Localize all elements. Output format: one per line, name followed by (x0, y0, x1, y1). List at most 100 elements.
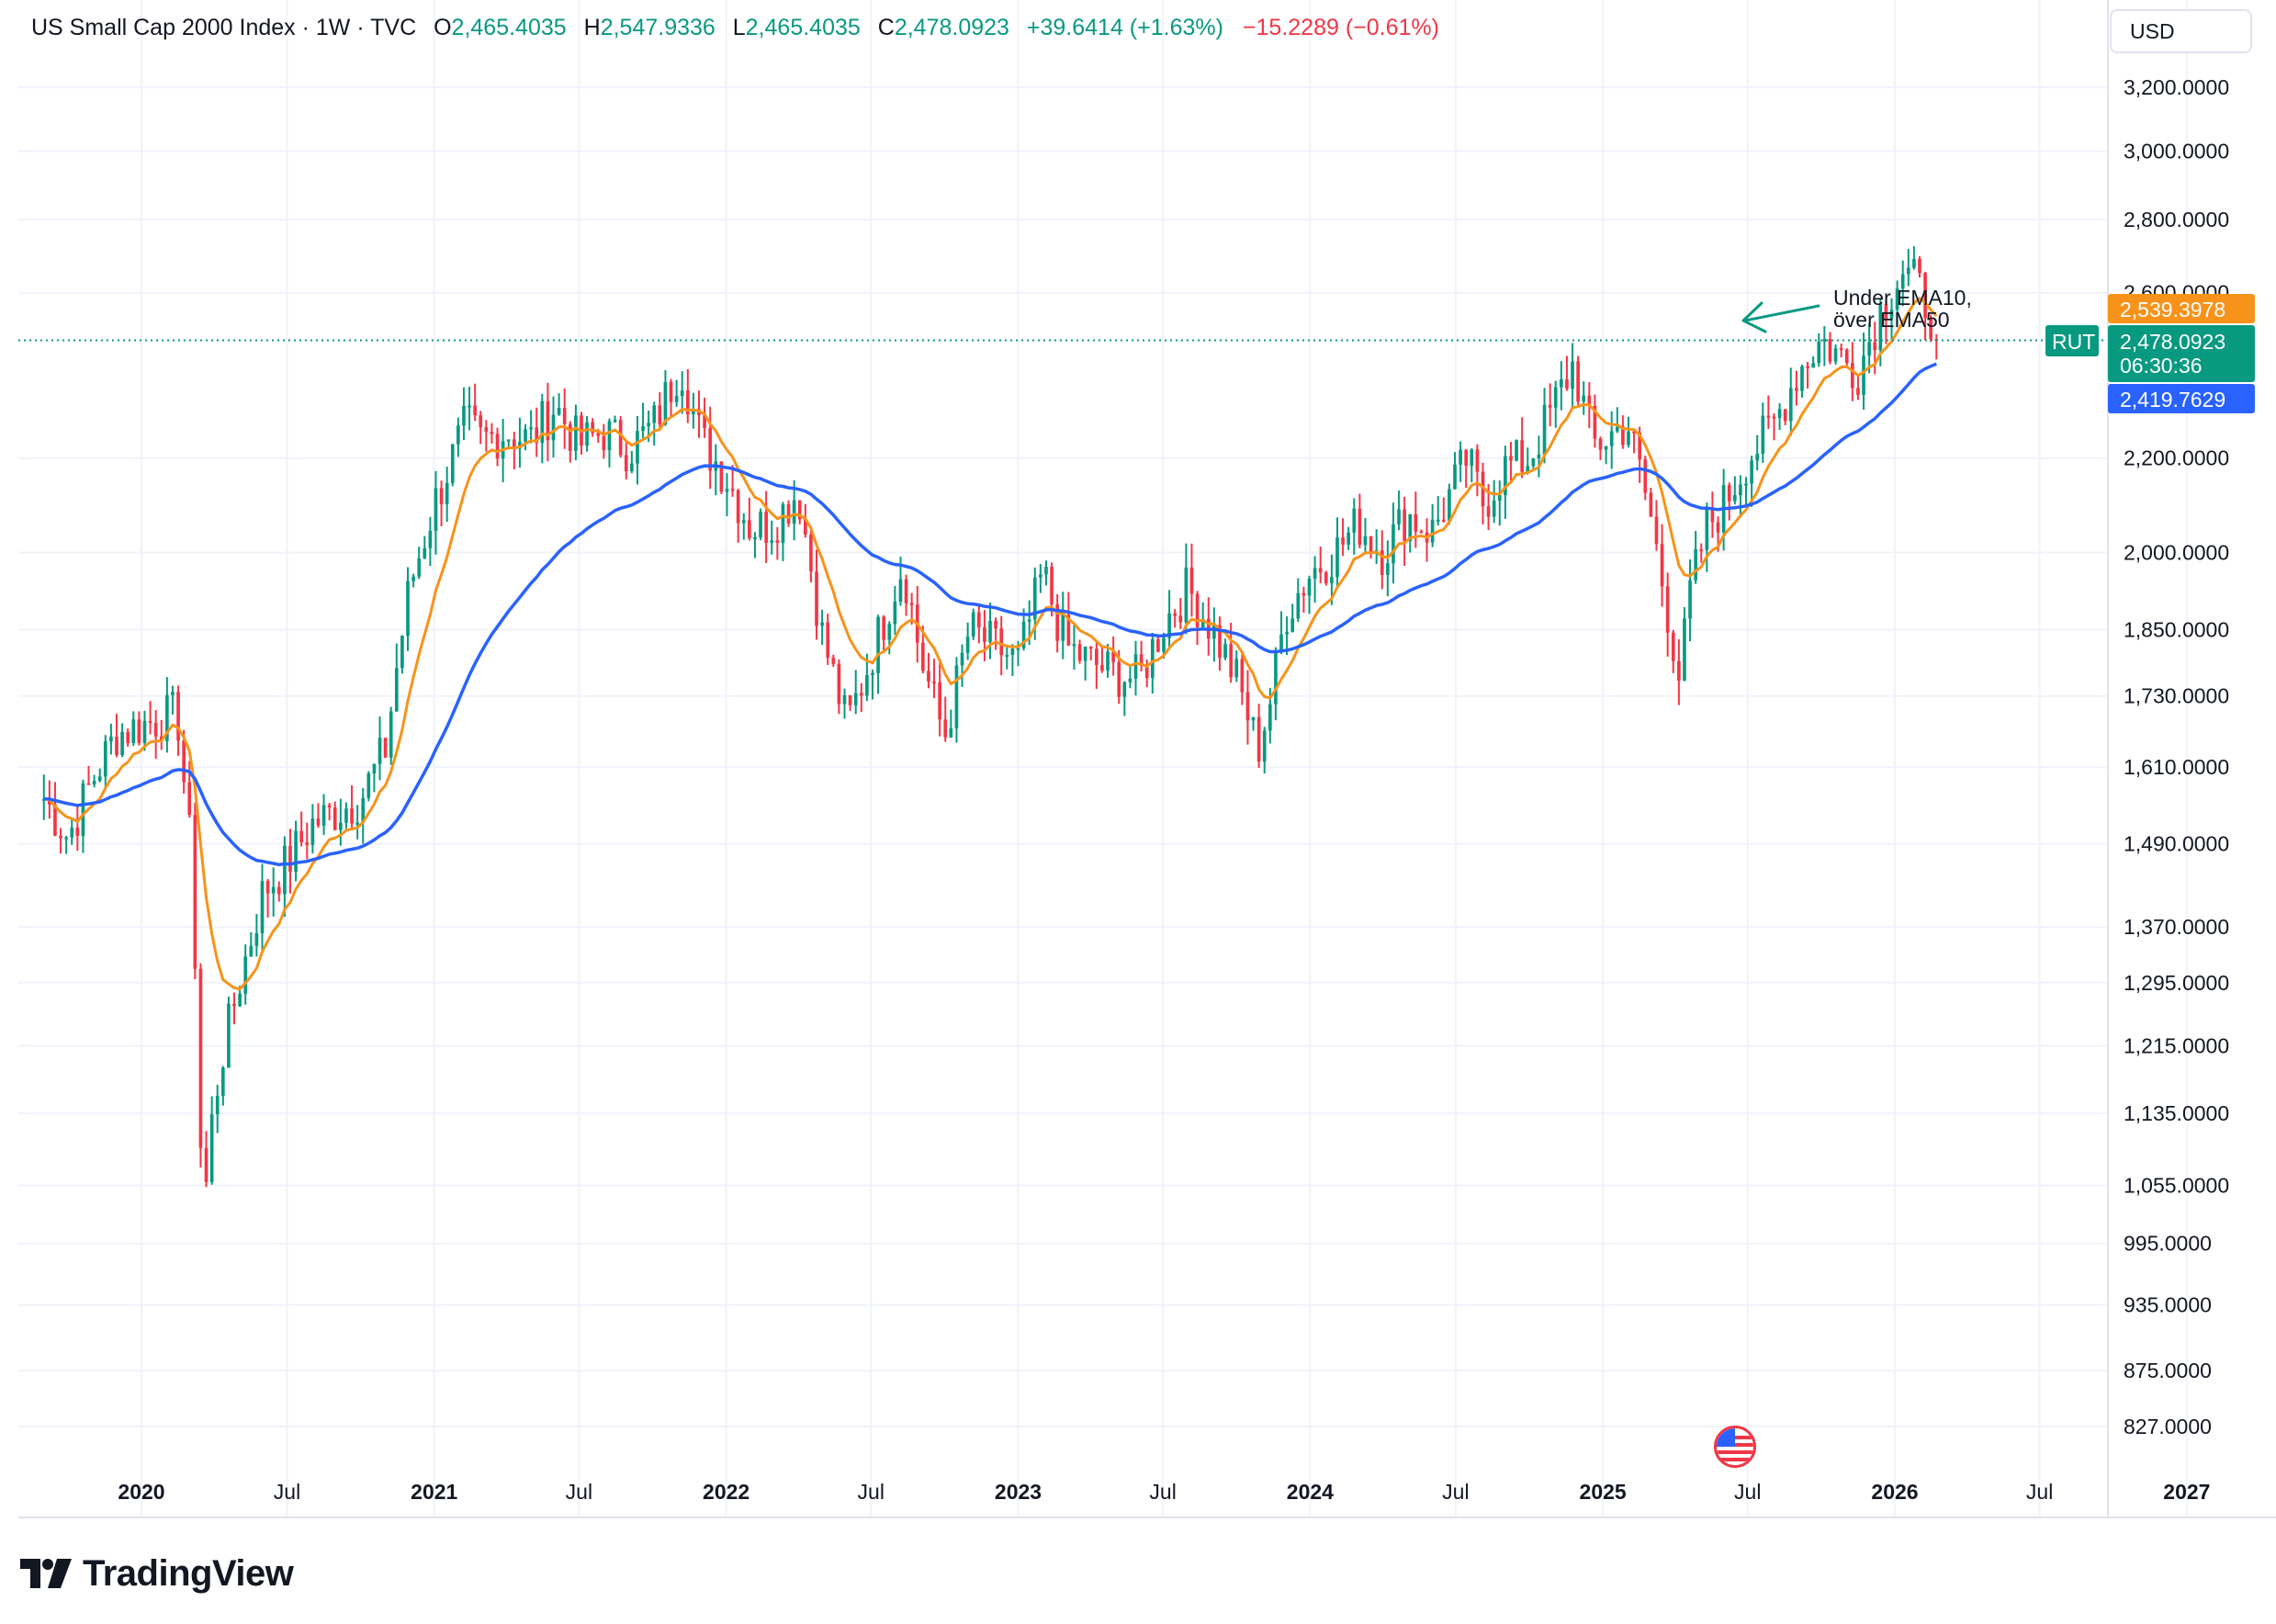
candle-body (1593, 405, 1597, 439)
candle-body (1795, 388, 1798, 391)
candle-body (1520, 440, 1524, 472)
candle-body (680, 390, 684, 397)
candle-body (165, 694, 169, 741)
candle-body (1710, 509, 1715, 523)
candle-body (1386, 563, 1390, 575)
candle-body (983, 626, 986, 642)
candle-body (1240, 659, 1245, 693)
candle-body (529, 427, 533, 430)
candle-body (81, 783, 85, 837)
candle-body (524, 429, 527, 442)
candle-body (495, 434, 500, 459)
candle-body (316, 818, 321, 826)
candle-body (960, 652, 964, 666)
candle-body (1817, 342, 1821, 364)
candle-body (797, 500, 802, 520)
candle-body (1459, 449, 1462, 465)
annotation[interactable]: Under EMA10, över EMA50 (1741, 286, 1972, 333)
candle-body (75, 827, 80, 837)
candle-body (826, 622, 830, 659)
y-tick-label: 1,135.0000 (2124, 1101, 2229, 1125)
candle-body (535, 427, 539, 444)
candle-body (126, 731, 130, 743)
candle-body (1542, 404, 1547, 455)
symbol-title[interactable]: US Small Cap 2000 Index · 1W · TVC (31, 15, 417, 40)
candle-body (887, 624, 892, 640)
candle-body (1862, 355, 1865, 395)
candle-body (1671, 632, 1675, 661)
candle-body (976, 612, 981, 627)
low-label: L (732, 15, 746, 40)
candle-body (1677, 660, 1681, 681)
annotation-line2: över EMA50 (1833, 308, 1950, 332)
candle-body (1234, 659, 1239, 678)
time-axis[interactable]: 2020 Jul 2021 Jul 2022 Jul 2023 Jul 2024 Jul 2025 J… (118, 1480, 2276, 1504)
candle-body (1638, 433, 1642, 460)
candle-body (781, 503, 785, 544)
candle-body (994, 620, 997, 629)
brand-name: TradingView (83, 1552, 294, 1594)
price-axis[interactable]: 3,200.00003,000.00002,800.00002,600.0000… (2124, 75, 2229, 1438)
candle-body (1783, 409, 1787, 422)
candle-body (254, 933, 259, 946)
candle-body (115, 737, 118, 756)
candle-body (1492, 501, 1496, 517)
candle-body (562, 408, 567, 424)
candle-body (1016, 648, 1020, 650)
candle-body (943, 719, 948, 738)
candle-body (1929, 318, 1933, 340)
candle-body (176, 692, 180, 741)
candle-body (1806, 366, 1809, 368)
candle-body (1150, 638, 1155, 679)
candle-body (988, 620, 992, 642)
y-tick-label: 2,800.0000 (2124, 208, 2229, 231)
candle-body (109, 737, 113, 742)
candle-body (1895, 288, 1899, 310)
candle-body (1582, 395, 1586, 402)
candle-body (361, 797, 366, 823)
candle-body (1688, 580, 1692, 619)
candle-body (142, 720, 147, 743)
candle-body (1766, 415, 1771, 418)
candle-body (624, 455, 628, 472)
low-value: 2,465.4035 (745, 15, 861, 40)
candle-body (1884, 304, 1888, 320)
ema-lines (43, 296, 1938, 991)
candle-body (591, 422, 595, 434)
candle-body (546, 400, 550, 441)
candle-body (1139, 654, 1144, 666)
x-tick-label: Jul (566, 1480, 592, 1504)
x-tick-label: Jul (1442, 1480, 1469, 1504)
candle-body (198, 968, 203, 1148)
candle-body (227, 1003, 231, 1068)
candle-body (1912, 258, 1916, 268)
ema50-price-tag: 2,419.7629 (2108, 384, 2255, 413)
candle-body (921, 642, 925, 671)
candle-body (1330, 577, 1334, 583)
candle-body (1173, 613, 1177, 616)
currency-selector[interactable]: USD (2110, 9, 2252, 53)
candle-body (848, 694, 852, 705)
candlestick-series (41, 246, 1939, 1188)
x-tick-label: Jul (1149, 1480, 1176, 1504)
candle-body (1867, 342, 1871, 356)
candle-body (249, 945, 254, 957)
candle-body (585, 422, 589, 446)
candle-body (1318, 568, 1323, 573)
candle-body (423, 547, 427, 558)
candle-body (1111, 651, 1115, 662)
candle-body (1245, 692, 1250, 721)
tradingview-logo[interactable]: TradingView (20, 1551, 294, 1596)
candle-body (310, 818, 315, 845)
candle-body (1464, 449, 1469, 466)
x-tick-label: 2023 (995, 1480, 1042, 1504)
candle-body (92, 781, 96, 784)
candle-body (574, 415, 578, 451)
candle-body (820, 622, 824, 626)
candle-body (1055, 603, 1060, 641)
candle-body (366, 773, 371, 798)
candle-body (153, 722, 158, 737)
us-flag-icon[interactable] (1714, 1426, 1756, 1468)
candle-body (518, 441, 522, 449)
